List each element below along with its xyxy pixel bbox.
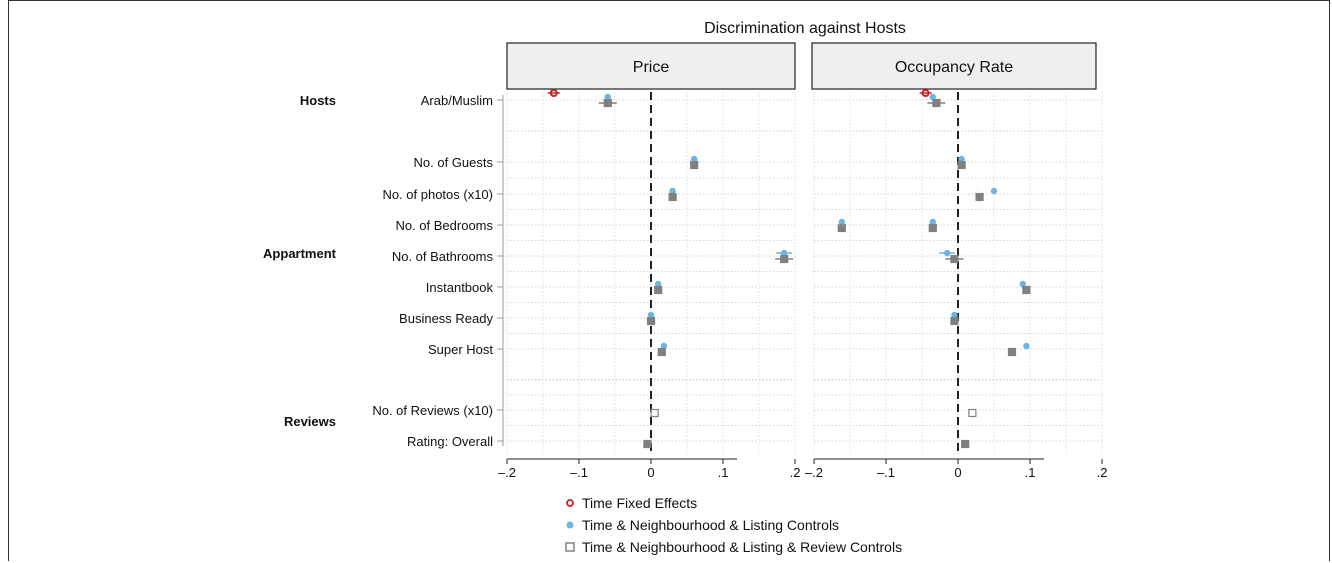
group-label: Reviews [284, 414, 336, 429]
data-point [944, 249, 951, 257]
row-label: Instantbook [426, 280, 494, 295]
figure-frame [8, 0, 1330, 561]
x-tick-label: .2 [790, 465, 801, 480]
legend-item-review-controls: Time & Neighbourhood & Listing & Review … [564, 536, 902, 558]
data-point [921, 89, 930, 97]
data-point [929, 218, 936, 226]
legend-label: Time & Neighbourhood & Listing & Review … [582, 539, 903, 555]
x-tick-label: –.2 [805, 465, 823, 480]
legend-item-listing-controls: Time & Neighbourhood & Listing Controls [564, 514, 902, 536]
chart-title: Discrimination against Hosts [704, 20, 906, 37]
row-label: No. of photos (x10) [382, 187, 493, 202]
data-point [928, 223, 937, 233]
data-point [968, 408, 977, 418]
legend: Time Fixed Effects Time & Neighbourhood … [564, 492, 902, 558]
data-point [990, 187, 998, 195]
data-point [549, 89, 558, 97]
group-label: Appartment [263, 246, 337, 261]
data-point [603, 98, 612, 108]
data-point [1022, 285, 1031, 295]
data-point [958, 155, 965, 163]
legend-item-time-fixed-effects: Time Fixed Effects [564, 492, 902, 514]
row-label: No. of Bathrooms [392, 249, 494, 264]
data-point [837, 223, 846, 233]
data-point [929, 93, 936, 101]
data-point [957, 160, 966, 170]
panel-occupancy: Occupancy Rate –.2 –.1 0 .1 .2 [805, 42, 1108, 480]
data-point [650, 408, 659, 418]
row-label: Rating: Overall [407, 434, 493, 449]
data-point [643, 439, 652, 449]
data-point [691, 155, 698, 163]
data-point [781, 249, 788, 257]
panel-title: Price [633, 59, 670, 76]
row-label: No. of Bedrooms [395, 218, 493, 233]
x-tick-label: 0 [647, 465, 654, 480]
data-point [690, 160, 699, 170]
x-tick-label: –.1 [570, 465, 588, 480]
data-point [660, 342, 668, 350]
legend-label: Time & Neighbourhood & Listing Controls [582, 517, 840, 533]
hollow-circle-marker-icon [566, 499, 574, 507]
x-tick-label: .1 [1025, 465, 1036, 480]
data-point [932, 98, 941, 108]
data-point [1023, 342, 1030, 350]
row-label: Business Ready [399, 311, 493, 326]
data-point [951, 311, 958, 319]
data-point [838, 218, 845, 226]
row-label: No. of Reviews (x10) [372, 403, 493, 418]
data-point [961, 439, 970, 449]
data-point [1007, 347, 1017, 357]
data-point [1019, 280, 1026, 288]
panel-header [811, 42, 1097, 90]
data-point [780, 254, 789, 264]
hollow-square-marker-icon [565, 542, 575, 552]
data-point [647, 311, 655, 319]
row-label: No. of Guests [414, 155, 494, 170]
data-point [950, 316, 959, 326]
data-point [655, 280, 662, 288]
group-label: Hosts [300, 93, 336, 108]
panel-title: Occupancy Rate [895, 59, 1013, 76]
panel-header [506, 42, 796, 90]
x-tick-label: .1 [718, 465, 729, 480]
x-tick-label: 0 [954, 465, 961, 480]
x-tick-label: .2 [1097, 465, 1108, 480]
data-point [669, 187, 676, 195]
data-point [604, 93, 611, 101]
panel-price: Price –.2 –.1 0 .1 .2 [498, 42, 846, 480]
data-point [975, 192, 984, 202]
filled-circle-marker-icon [566, 521, 574, 529]
row-label: Arab/Muslim [421, 93, 493, 108]
data-point [950, 254, 959, 264]
x-tick-label: –.1 [877, 465, 895, 480]
data-point [646, 316, 656, 326]
data-point [657, 347, 666, 357]
data-point [654, 285, 663, 295]
data-point [668, 192, 677, 202]
row-label: Super Host [428, 342, 493, 357]
legend-label: Time Fixed Effects [582, 495, 698, 511]
x-tick-label: –.2 [498, 465, 516, 480]
